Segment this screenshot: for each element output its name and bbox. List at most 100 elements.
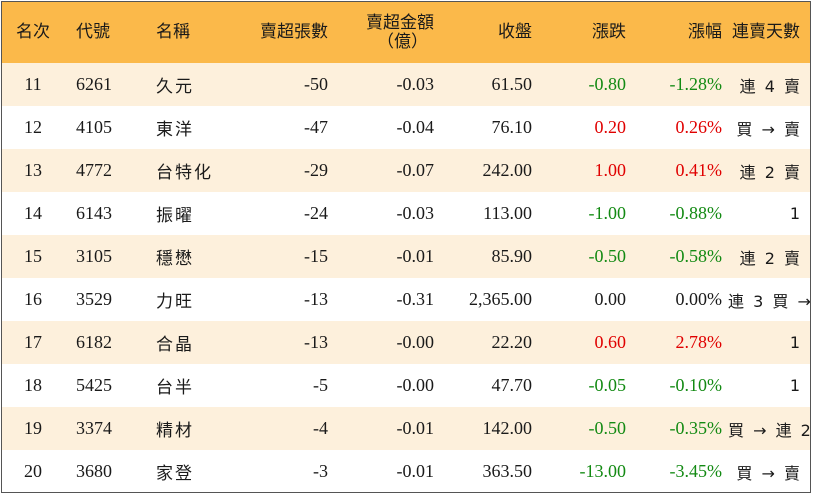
close-price-cell: 142.00	[482, 418, 533, 438]
change-cell: -0.50	[588, 246, 627, 266]
close-price-cell: 363.50	[482, 461, 533, 481]
header-net-sell-lots: 賣超張數	[260, 22, 328, 42]
net-sell-amount-cell: -0.00	[396, 375, 435, 395]
header-name: 名稱	[156, 22, 190, 42]
name-cell: 穩懋	[156, 249, 194, 269]
code-cell: 4772	[76, 160, 112, 180]
header-net-sell-amount: 賣超金額 （億）	[334, 2, 440, 63]
name-cell: 合晶	[156, 335, 194, 355]
net-sell-lots-cell: -13	[304, 289, 328, 309]
net-sell-lots-cell: -5	[313, 375, 328, 395]
change-cell: 0.60	[594, 332, 627, 352]
net-sell-amount-cell: -0.07	[396, 160, 435, 180]
close-price-cell: 61.50	[491, 74, 533, 94]
change-cell: 0.20	[594, 117, 627, 137]
name-cell: 力旺	[156, 292, 194, 312]
net-sell-amount-cell: -0.31	[396, 289, 435, 309]
table-header: 名次 代號 名稱 賣超張數 賣超金額 （億） 收盤 漲跌 漲幅 連賣天數	[2, 2, 810, 63]
rank-cell: 11	[24, 74, 42, 94]
net-sell-amount-cell: -0.01	[396, 461, 435, 481]
table-row: 16 3529 力旺 -13 -0.31 2,365.00 0.00 0.00%連 3 買 →…	[2, 278, 810, 321]
consecutive-days-cell: 買 → 賣	[736, 119, 802, 139]
header-consecutive-days: 連賣天數	[732, 22, 800, 42]
consecutive-days-cell: 1	[789, 333, 802, 352]
table-row: 12 4105 東洋 -47 -0.04 76.10 0.20 0.26% 買 → 賣	[2, 106, 810, 149]
close-price-cell: 22.20	[491, 332, 533, 352]
table-row: 13 4772 台特化 -29 -0.07 242.00 1.00 0.41% 連 2 賣	[2, 149, 810, 192]
code-cell: 3105	[76, 246, 112, 266]
change-cell: 0.00	[594, 289, 627, 309]
pct-change-cell: 0.41%	[675, 160, 723, 180]
name-cell: 台特化	[156, 163, 213, 183]
net-sell-lots-cell: -15	[304, 246, 328, 266]
header-rank: 名次	[16, 22, 50, 42]
table-row: 11 6261 久元 -50 -0.03 61.50 -0.80 -1.28% 連 4 賣	[2, 63, 810, 106]
close-price-cell: 242.00	[482, 160, 533, 180]
code-cell: 3529	[76, 289, 112, 309]
consecutive-days-cell: 連 4 賣	[739, 76, 802, 96]
rank-cell: 15	[24, 246, 42, 266]
pct-change-cell: -0.58%	[669, 246, 723, 266]
change-cell: -1.00	[588, 203, 627, 223]
header-close: 收盤	[498, 22, 532, 42]
rank-cell: 20	[24, 461, 42, 481]
consecutive-days-cell: 連 2 賣	[739, 248, 802, 268]
net-sell-amount-cell: -0.00	[396, 332, 435, 352]
code-cell: 6261	[76, 74, 112, 94]
code-cell: 4105	[76, 117, 112, 137]
pct-change-cell: -0.10%	[669, 375, 723, 395]
table-row: 18 5425 台半 -5 -0.00 47.70 -0.05 -0.10% 1	[2, 364, 810, 407]
code-cell: 6182	[76, 332, 112, 352]
change-cell: -0.05	[588, 375, 627, 395]
close-price-cell: 47.70	[491, 375, 533, 395]
rank-cell: 12	[24, 117, 42, 137]
rank-cell: 18	[24, 375, 42, 395]
header-pct-change: 漲幅	[688, 22, 722, 42]
table-row: 14 6143 振曜 -24 -0.03 113.00 -1.00 -0.88% 1	[2, 192, 810, 235]
pct-change-cell: 0.26%	[675, 117, 723, 137]
name-cell: 東洋	[156, 120, 194, 140]
table-row: 19 3374 精材 -4 -0.01 142.00 -0.50 -0.35%買 → 連 2 …	[2, 407, 810, 450]
header-code: 代號	[76, 22, 110, 42]
net-sell-amount-cell: -0.01	[396, 418, 435, 438]
net-sell-lots-cell: -3	[313, 461, 328, 481]
rank-cell: 14	[24, 203, 42, 223]
close-price-cell: 2,365.00	[469, 289, 532, 309]
code-cell: 5425	[76, 375, 112, 395]
net-sell-amount-cell: -0.03	[396, 74, 435, 94]
header-net-sell-amount-line2: （億）	[377, 31, 428, 52]
net-sell-amount-cell: -0.03	[396, 203, 435, 223]
close-price-cell: 113.00	[483, 203, 532, 223]
code-cell: 6143	[76, 203, 112, 223]
close-price-cell: 85.90	[491, 246, 533, 266]
change-cell: 1.00	[594, 160, 627, 180]
pct-change-cell: 2.78%	[675, 332, 723, 352]
pct-change-cell: -1.28%	[669, 74, 723, 94]
name-cell: 精材	[156, 421, 194, 441]
rank-cell: 13	[24, 160, 42, 180]
net-sell-lots-cell: -4	[313, 418, 328, 438]
net-sell-lots-cell: -24	[304, 203, 328, 223]
rank-cell: 16	[24, 289, 42, 309]
pct-change-cell: -0.35%	[669, 418, 723, 438]
change-cell: -0.80	[588, 74, 627, 94]
pct-change-cell: -0.88%	[669, 203, 723, 223]
consecutive-days-cell: 1	[789, 376, 802, 395]
consecutive-days-cell: 連 2 賣	[739, 162, 802, 182]
table-row: 20 3680 家登 -3 -0.01 363.50 -13.00 -3.45% 買 → 賣	[2, 450, 810, 492]
table-row: 17 6182 合晶 -13 -0.00 22.20 0.60 2.78% 1	[2, 321, 810, 364]
pct-change-cell: -3.45%	[669, 461, 723, 481]
table-body: 11 6261 久元 -50 -0.03 61.50 -0.80 -1.28% 連 4 賣 12 4…	[2, 63, 810, 492]
net-sell-lots-cell: -47	[304, 117, 328, 137]
rank-cell: 17	[24, 332, 42, 352]
change-cell: -13.00	[579, 461, 627, 481]
rank-cell: 19	[24, 418, 42, 438]
change-cell: -0.50	[588, 418, 627, 438]
name-cell: 台半	[156, 378, 194, 398]
code-cell: 3680	[76, 461, 112, 481]
name-cell: 振曜	[156, 206, 194, 226]
code-cell: 3374	[76, 418, 112, 438]
header-change: 漲跌	[592, 22, 626, 42]
